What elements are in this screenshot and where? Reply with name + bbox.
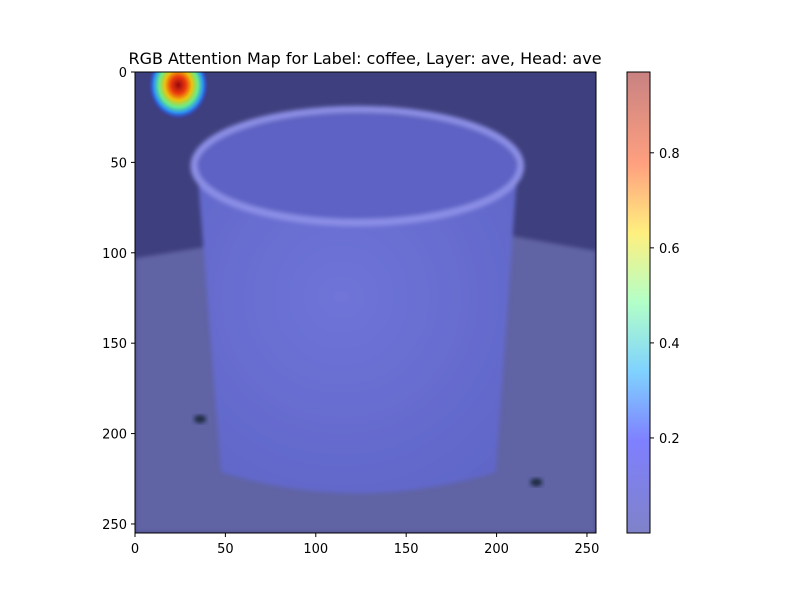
plot-area [135, 72, 596, 533]
colorbar-tick-label: 0.2 [659, 432, 680, 447]
attention-hotspots [148, 72, 209, 120]
mug [190, 105, 525, 494]
dark-dots [194, 415, 543, 487]
x-tick-label: 50 [217, 542, 234, 557]
chart-title: RGB Attention Map for Label: coffee, Lay… [128, 49, 601, 68]
attention-hotspot [148, 72, 209, 120]
mug-rim [190, 105, 525, 227]
x-tick-label: 150 [394, 542, 419, 557]
plot-frame [134, 71, 597, 534]
mug-body [197, 166, 518, 494]
colorbar-tick-label: 0.8 [659, 147, 680, 162]
x-axis: 0 50 100 150 200 250 [131, 533, 600, 557]
dark-dot [530, 478, 543, 487]
y-tick-label: 200 [102, 428, 127, 443]
dark-dot [194, 415, 207, 424]
colorbar-bar [626, 71, 651, 534]
y-axis: 0 50 100 150 200 250 [102, 66, 135, 533]
y-tick-label: 100 [102, 247, 127, 262]
x-tick-label: 100 [303, 542, 328, 557]
x-tick-label: 200 [484, 542, 509, 557]
colorbar-ticks: 0.2 0.4 0.6 0.8 [650, 147, 680, 447]
x-tick-label: 0 [131, 542, 139, 557]
y-tick-label: 0 [119, 66, 127, 81]
mug-interior [198, 113, 517, 219]
y-tick-label: 50 [110, 156, 127, 171]
x-tick-label: 250 [575, 542, 600, 557]
colorbar-tick-label: 0.6 [659, 242, 680, 257]
colorbar-tick-label: 0.4 [659, 337, 680, 352]
y-tick-label: 150 [102, 337, 127, 352]
colorbar: 0.2 0.4 0.6 0.8 [626, 71, 680, 534]
y-tick-label: 250 [102, 518, 127, 533]
